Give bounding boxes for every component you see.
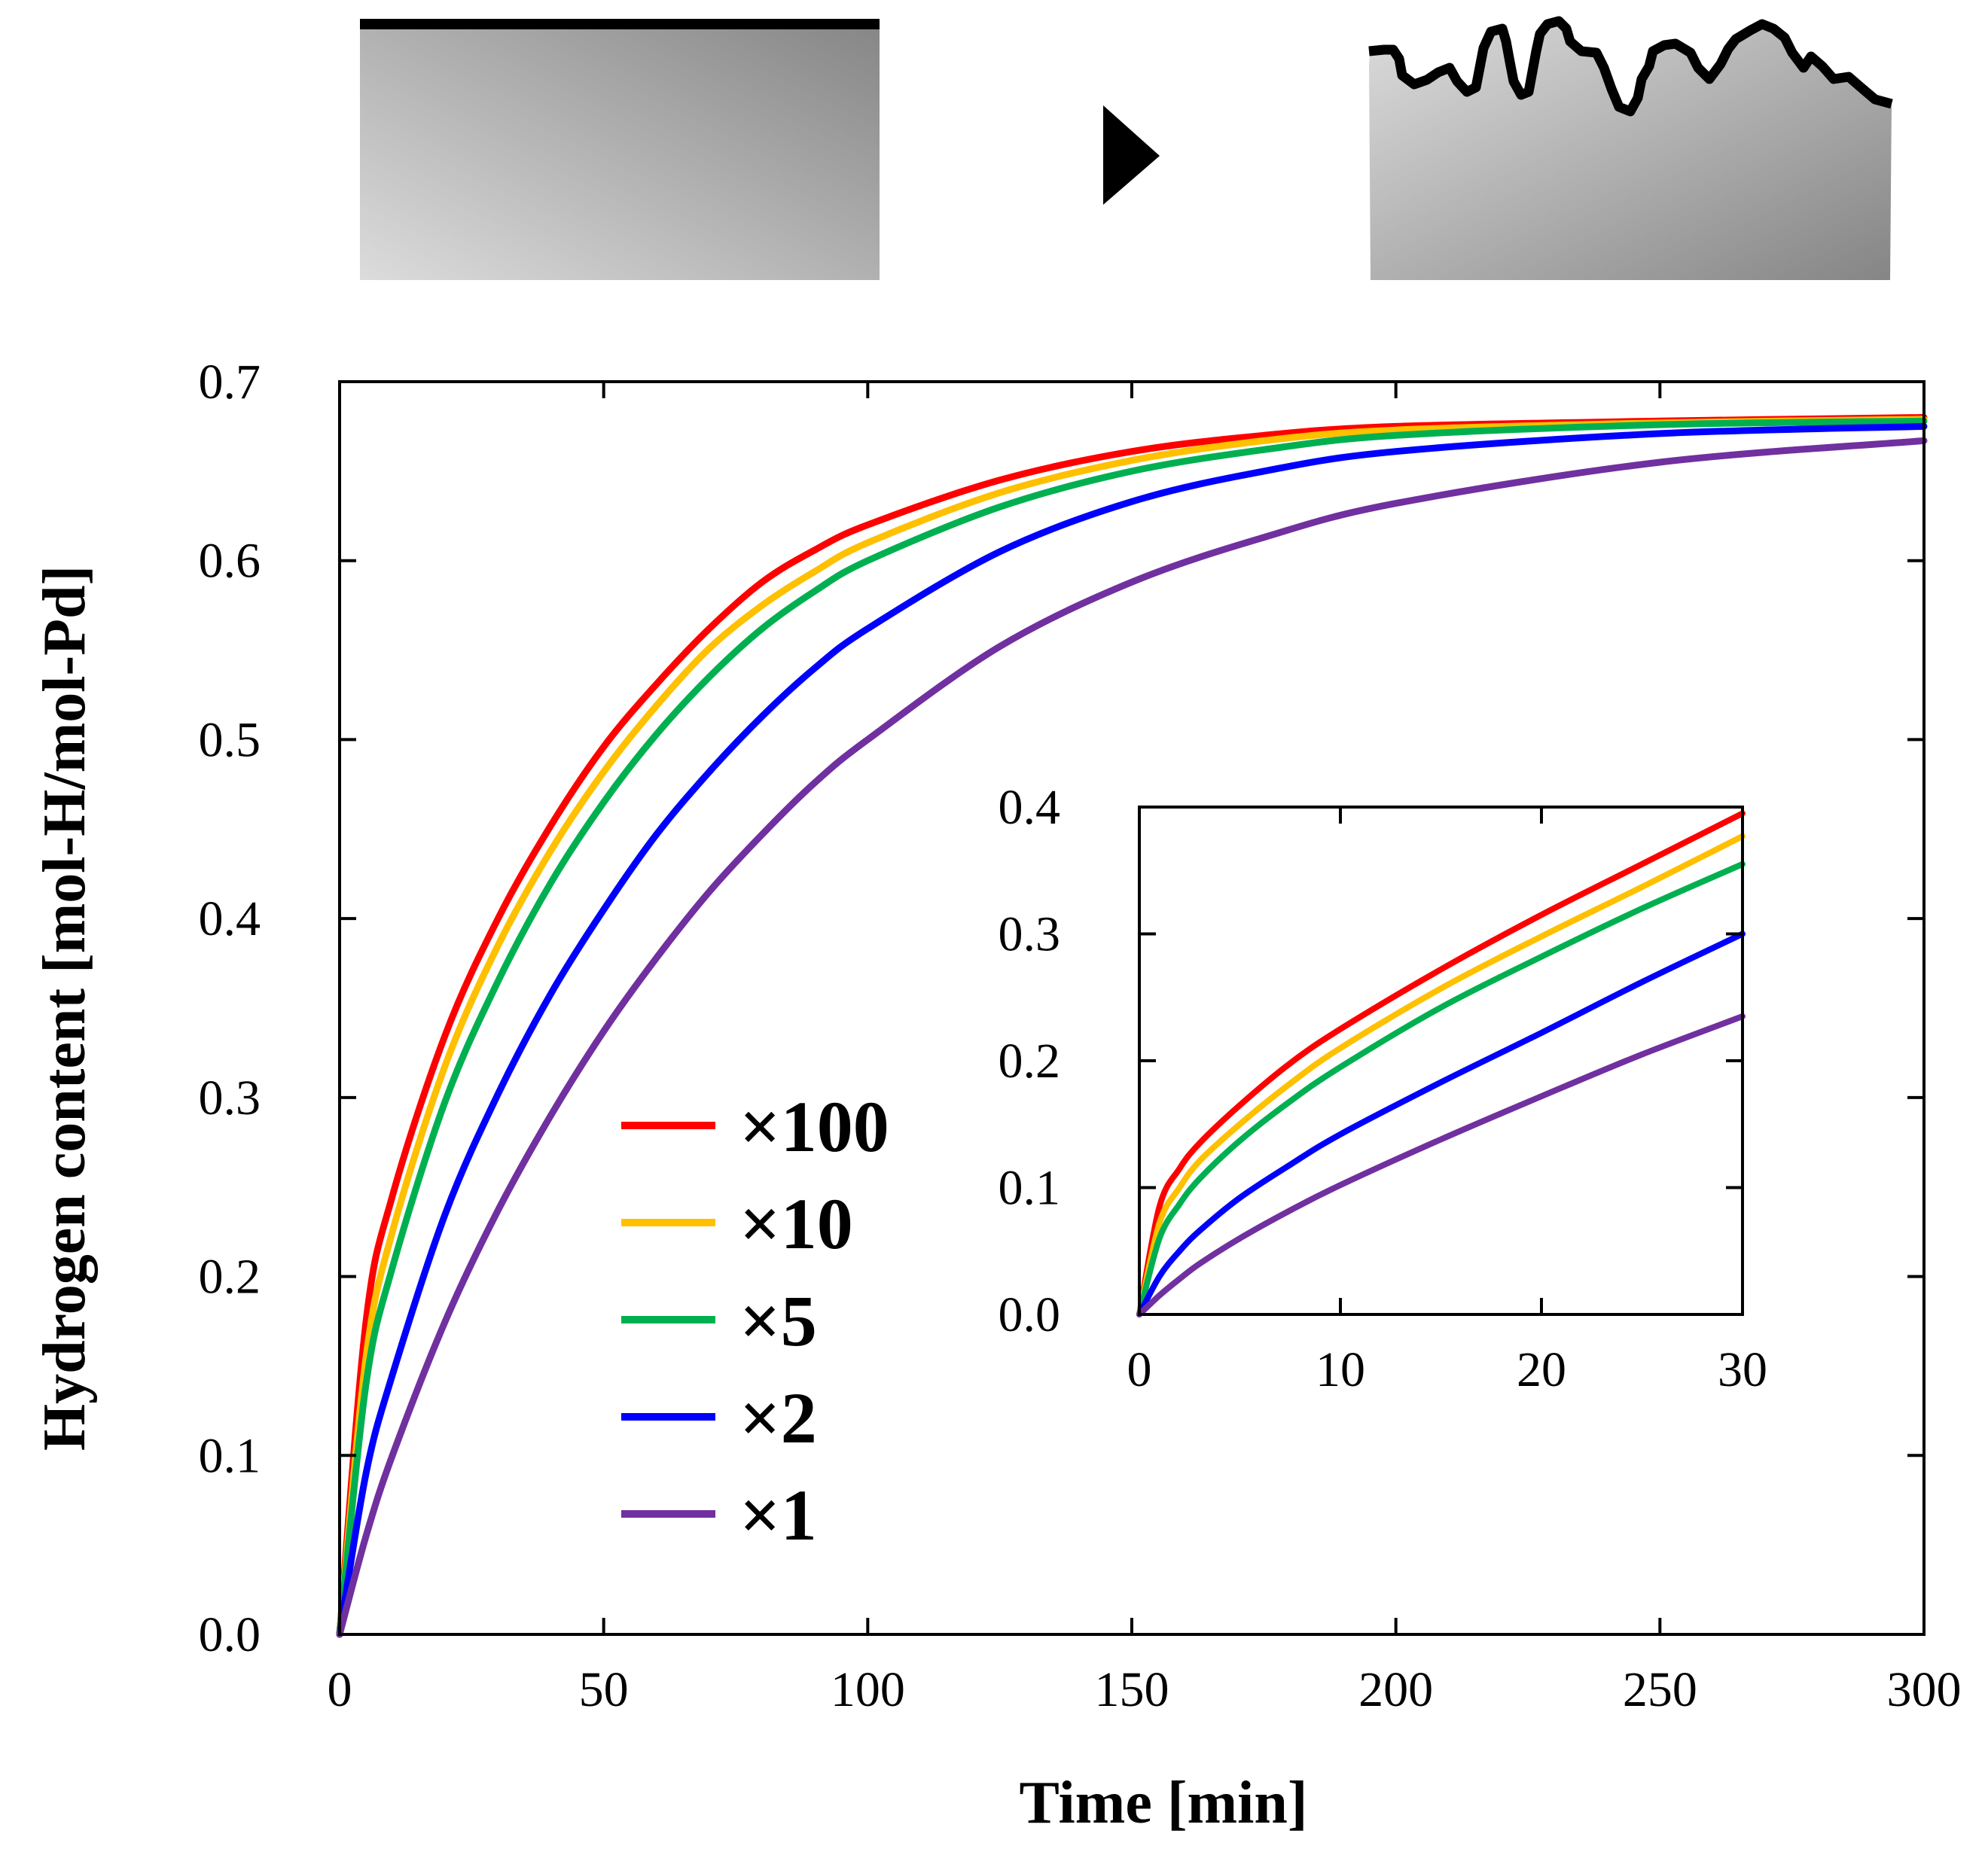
main-series-line-3 <box>336 417 1928 1638</box>
main-y-tick-label: 0.7 <box>199 355 261 410</box>
inset-series-group <box>1136 810 1746 1317</box>
main-y-tick-label: 0.3 <box>199 1071 261 1125</box>
inset-x-tick-label: 0 <box>1127 1342 1152 1397</box>
inset-y-tick-label: 0.3 <box>999 907 1061 962</box>
main-y-tick-label: 0.5 <box>199 712 261 767</box>
legend-label-1: ×100 <box>739 1086 889 1167</box>
main-y-tick-label: 0.0 <box>199 1607 261 1662</box>
main-y-tick-label: 0.2 <box>199 1250 261 1305</box>
inset-series-line-5 <box>1136 1013 1746 1317</box>
legend-label-2: ×10 <box>739 1183 853 1264</box>
main-series-line-4 <box>336 422 1928 1638</box>
main-axis-ticks: 0 50 100 150 200 250 3000.00.10.20.30.40.50.60… <box>199 355 1962 1717</box>
main-x-tick-label: 0 <box>328 1662 352 1717</box>
main-x-tick-label: 200 <box>1358 1662 1433 1717</box>
main-x-tick-label: 250 <box>1623 1662 1697 1717</box>
main-y-tick-label: 0.4 <box>199 891 261 946</box>
main-series-line-5 <box>336 437 1928 1638</box>
smooth-surface-icon <box>360 19 880 280</box>
inset-background <box>1139 807 1743 1314</box>
legend: ×100 ×10 ×5 ×2 ×1 <box>621 1086 889 1555</box>
surface-illustration <box>360 16 1893 280</box>
main-ylabel: Hydrogen content [mol-H/mol-Pd] <box>32 565 98 1451</box>
main-x-tick-label: 100 <box>831 1662 905 1717</box>
inset-series-line-4 <box>1136 930 1746 1317</box>
inset-y-tick-label: 0.2 <box>999 1034 1061 1089</box>
main-x-tick-label: 300 <box>1887 1662 1962 1717</box>
legend-label-4: ×2 <box>739 1378 817 1458</box>
inset-y-tick-label: 0.4 <box>999 780 1061 835</box>
main-y-tick-label: 0.1 <box>199 1428 261 1483</box>
inset-x-tick-label: 10 <box>1316 1342 1365 1397</box>
main-x-tick-label: 150 <box>1095 1662 1169 1717</box>
inset-series-line-1 <box>1136 810 1746 1317</box>
inset-axis-ticks: 0 10 20 30 0.0 0.1 0.2 0.3 0.4 <box>999 780 1768 1397</box>
inset-series-line-3 <box>1136 860 1746 1317</box>
main-y-tick-label: 0.6 <box>199 534 261 589</box>
main-series-line-2 <box>336 416 1928 1638</box>
main-series-group <box>336 414 1928 1638</box>
main-chart: 0 50 100 150 200 250 3000.00.10.20.30.40.50.60… <box>32 355 1962 1836</box>
inset-series-line-2 <box>1136 833 1746 1317</box>
main-xlabel: Time [min] <box>1020 1770 1308 1836</box>
inset-chart: 0 10 20 30 0.0 0.1 0.2 0.3 0.4 <box>999 780 1768 1397</box>
legend-label-3: ×5 <box>739 1281 817 1361</box>
inset-x-tick-label: 30 <box>1718 1342 1767 1397</box>
rough-surface-icon <box>1368 16 1893 280</box>
main-x-tick-label: 50 <box>579 1662 629 1717</box>
main-series-line-1 <box>336 414 1928 1638</box>
inset-y-tick-label: 0.1 <box>999 1161 1061 1216</box>
inset-x-tick-label: 20 <box>1517 1342 1566 1397</box>
inset-y-tick-label: 0.0 <box>999 1287 1061 1342</box>
legend-label-5: ×1 <box>739 1475 817 1555</box>
right-arrow-icon <box>1103 105 1160 205</box>
